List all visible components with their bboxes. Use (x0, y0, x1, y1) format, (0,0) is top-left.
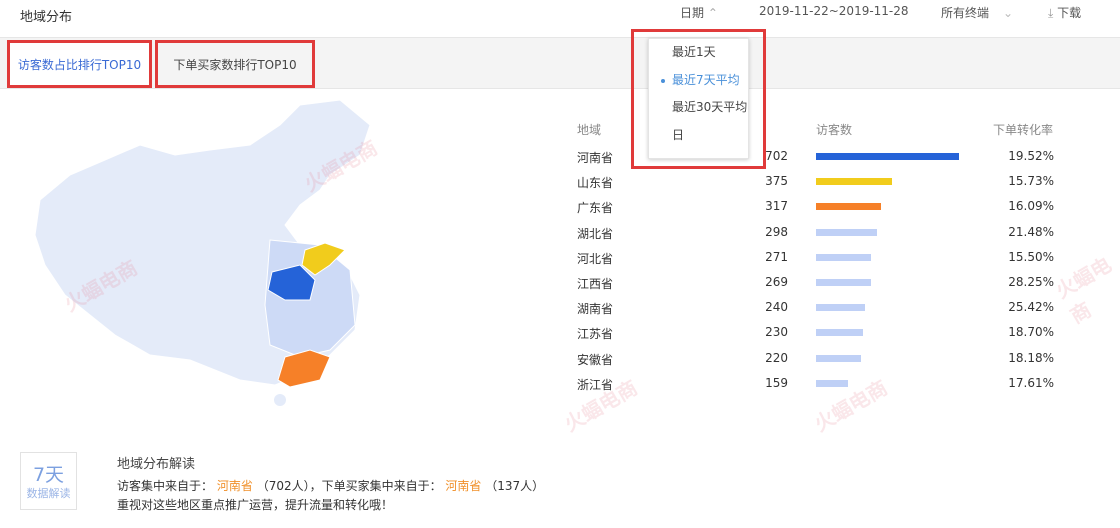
visitor-bar (816, 153, 959, 160)
table-row: 河北省 271 15.50% (577, 250, 1057, 270)
conversion-rate: 18.18% (1008, 350, 1054, 365)
chevron-up-icon: ⌃ (707, 6, 718, 20)
visitor-count: 240 (765, 300, 788, 315)
option-day[interactable]: 日 (672, 127, 685, 142)
download-icon: ⤓ (1048, 6, 1054, 20)
text: 访客集中来自于： (117, 479, 214, 493)
visitor-count: 159 (765, 375, 788, 390)
chevron-down-icon: ⌄ (1003, 6, 1014, 20)
visitor-count: 230 (765, 325, 788, 340)
region-name: 河南省 (577, 151, 614, 165)
download-label: 下载 (1057, 6, 1082, 20)
visitor-count: 298 (765, 224, 788, 239)
conversion-rate: 18.70% (1008, 325, 1054, 340)
conversion-rate: 15.73% (1008, 174, 1054, 189)
region-name: 广东省 (577, 201, 614, 216)
conversion-rate: 16.09% (1008, 199, 1054, 214)
col-header-rate: 下单转化率 (993, 123, 1054, 137)
watermark: 火蝠电商 (1051, 252, 1116, 329)
region-name: 浙江省 (577, 377, 614, 392)
region-name: 江西省 (577, 277, 614, 291)
table-row: 河南省 702 19.52% (577, 149, 1057, 169)
terminal-value: 所有终端 (941, 6, 990, 20)
map-region-guangdong (277, 349, 331, 388)
badge-big: 7天 (32, 464, 65, 486)
conversion-rate: 17.61% (1008, 375, 1054, 390)
visitor-bar (816, 253, 872, 261)
data-insight-badge: 7天 数据解读 (20, 452, 77, 510)
table-row: 浙江省 159 17.61% (577, 376, 1057, 396)
table-row: 山东省 375 15.73% (577, 174, 1057, 194)
option-last-1-day[interactable]: 最近1天 (672, 45, 716, 59)
china-map (34, 99, 371, 406)
visitor-bar (816, 279, 871, 286)
table-row: 广东省 317 16.09% (577, 199, 1057, 219)
conversion-rate: 25.42% (1008, 300, 1054, 315)
region-name: 湖北省 (577, 226, 614, 241)
tab-visitor-share[interactable]: 访客数占比排行TOP10 (7, 40, 152, 88)
region-name: 安徽省 (577, 352, 614, 367)
top-buyer-region: 河南省 (445, 479, 482, 493)
dropdown-highlight (631, 29, 766, 169)
text: （137人） (485, 479, 545, 493)
map-region-shandong (301, 242, 346, 276)
page-title: 地域分布 (20, 10, 73, 25)
region-name: 河北省 (577, 251, 614, 266)
date-picker-toggle[interactable]: 日期 ⌃ (680, 4, 718, 21)
tab-bar (0, 37, 1120, 89)
table-row: 湖北省 298 21.48% (577, 225, 1057, 245)
table-row: 湖南省 240 25.42% (577, 300, 1057, 320)
map-region-hainan (274, 394, 286, 406)
summary-line-2: 重视对这些地区重点推广运营，提升流量和转化哦！ (117, 498, 394, 512)
conversion-rate: 21.48% (1008, 224, 1054, 239)
conversion-rate: 15.50% (1008, 249, 1054, 264)
summary-line-1: 访客集中来自于： 河南省 （702人），下单买家集中来自于： 河南省 （137人… (117, 477, 544, 494)
option-last-7-days[interactable]: 最近7天平均 (649, 67, 748, 95)
col-header-region: 地域 (577, 123, 602, 137)
top-visitor-region: 河南省 (216, 479, 253, 493)
region-name: 江苏省 (577, 327, 614, 342)
visitor-count: 702 (765, 149, 788, 163)
visitor-count: 269 (765, 275, 788, 289)
visitor-bar (816, 379, 849, 387)
date-dropdown: 最近1天 最近7天平均 最近30天平均 日 (648, 38, 749, 159)
conversion-rate: 28.25% (1008, 275, 1054, 289)
tab-buyer-count[interactable]: 下单买家数排行TOP10 (155, 40, 315, 88)
date-range: 2019-11-22~2019-11-28 (759, 4, 909, 18)
visitor-bar (816, 228, 877, 236)
table-row: 安徽省 220 18.18% (577, 351, 1057, 371)
region-name: 山东省 (577, 176, 614, 191)
visitor-count: 220 (765, 350, 788, 365)
table-row: 江西省 269 28.25% (577, 275, 1057, 295)
visitor-count: 317 (765, 199, 788, 214)
conversion-rate: 19.52% (1008, 149, 1054, 163)
visitor-bar (816, 304, 865, 312)
visitor-bar (816, 329, 863, 337)
date-label: 日期 (680, 6, 705, 20)
visitor-bar (816, 203, 881, 211)
summary-heading: 地域分布解读 (117, 457, 196, 472)
col-header-visitors: 访客数 (816, 123, 853, 137)
table-row: 江苏省 230 18.70% (577, 325, 1057, 345)
option-last-30-days[interactable]: 最近30天平均 (672, 100, 748, 114)
download-button[interactable]: ⤓ 下载 (1048, 4, 1081, 21)
visitor-count: 375 (765, 174, 788, 189)
map-region-henan (267, 264, 316, 301)
text: （702人），下单买家集中来自于： (256, 479, 442, 493)
badge-small: 数据解读 (26, 487, 71, 500)
visitor-bar (816, 178, 893, 186)
visitor-bar (816, 354, 861, 362)
visitor-count: 271 (765, 249, 788, 264)
terminal-select[interactable]: 所有终端 ⌄ (941, 4, 1013, 21)
region-name: 湖南省 (577, 302, 614, 317)
